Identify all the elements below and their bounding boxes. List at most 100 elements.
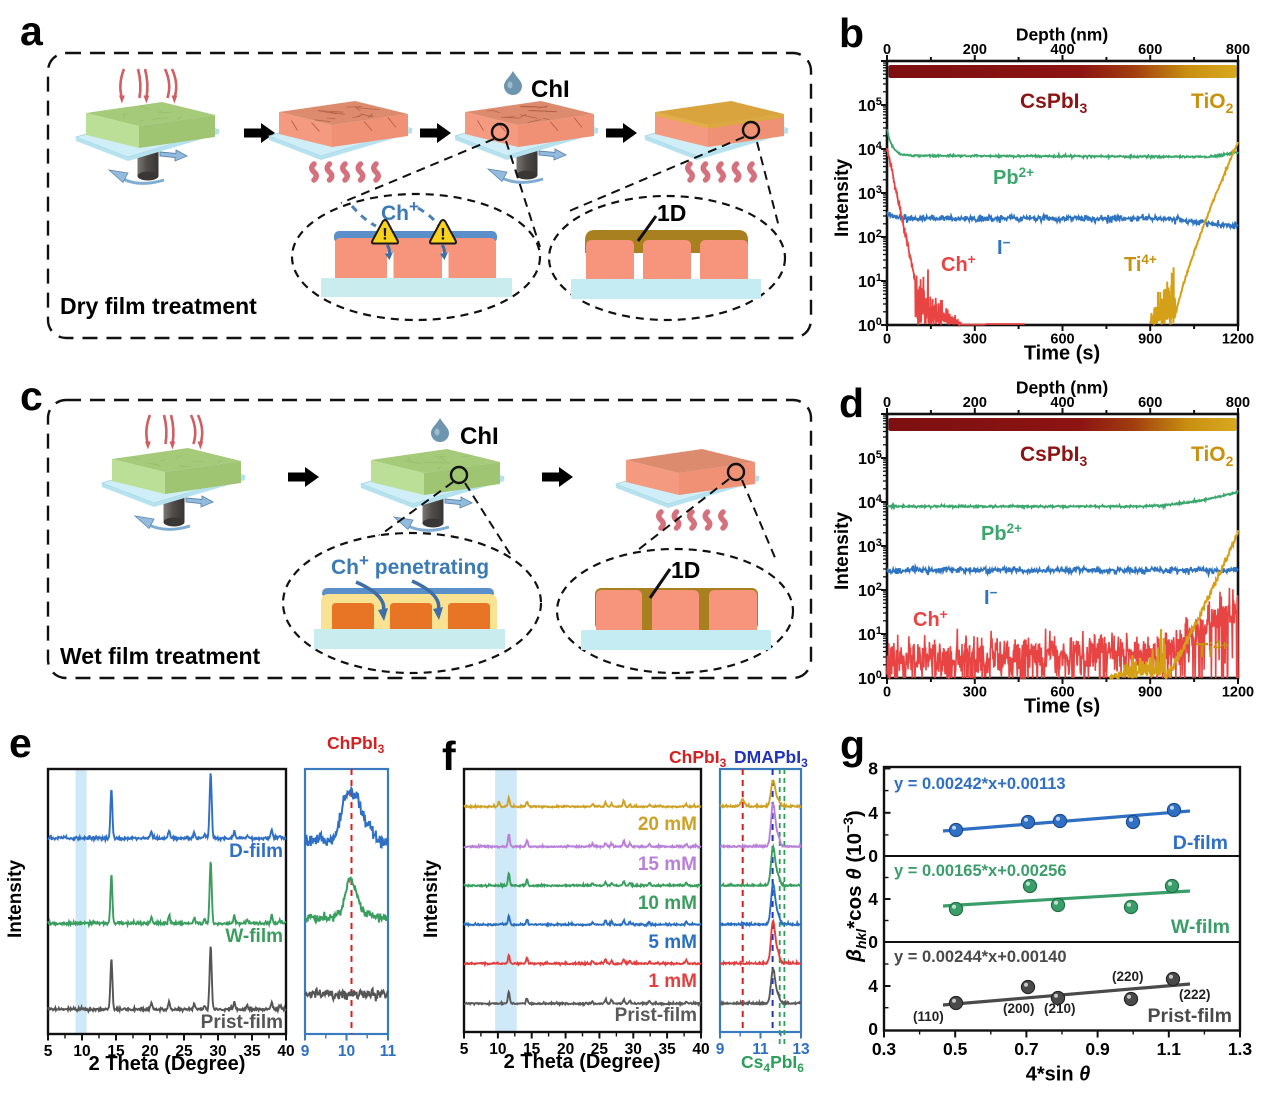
svg-text:0: 0 [868,1019,878,1039]
svg-text:1.1: 1.1 [1157,1039,1182,1059]
svg-text:104: 104 [858,493,883,512]
svg-text:Ti4+: Ti4+ [1124,252,1157,276]
svg-text:Cs4PbI6: Cs4PbI6 [741,1052,804,1075]
svg-text:Prist-film: Prist-film [615,1005,697,1026]
svg-text:g: g [840,722,865,768]
svg-text:TiO2: TiO2 [1191,90,1234,116]
svg-text:600: 600 [1050,685,1074,701]
svg-text:9: 9 [716,1041,725,1058]
svg-text:Ti4+: Ti4+ [1196,638,1229,662]
svg-text:1.3: 1.3 [1228,1039,1253,1059]
svg-text:300: 300 [963,332,987,348]
svg-text:104: 104 [858,140,883,159]
svg-text:Time (s): Time (s) [1024,343,1100,365]
svg-text:20 mM: 20 mM [638,814,697,835]
svg-text:101: 101 [858,625,882,644]
svg-text:5: 5 [44,1043,53,1060]
svg-text:Prist-film: Prist-film [201,1012,283,1033]
svg-text:0: 0 [868,846,878,866]
svg-text:10: 10 [338,1043,355,1060]
svg-text:10: 10 [73,1043,90,1060]
svg-text:Depth (nm): Depth (nm) [1016,378,1108,398]
svg-text:101: 101 [858,272,882,291]
svg-text:D-film: D-film [229,841,283,862]
svg-text:TiO2: TiO2 [1191,443,1234,469]
svg-text:a: a [20,8,44,54]
svg-text:900: 900 [1138,685,1162,701]
svg-text:(200): (200) [1003,1001,1035,1016]
svg-text:CsPbI3: CsPbI3 [1020,90,1088,116]
svg-text:(210): (210) [1044,1001,1076,1016]
svg-text:Depth (nm): Depth (nm) [1016,25,1108,45]
svg-text:800: 800 [1226,42,1250,58]
svg-text:4*sin θ: 4*sin θ [1026,1064,1091,1086]
svg-text:d: d [839,380,864,426]
svg-text:Intensity: Intensity [5,860,26,938]
svg-text:Ch+: Ch+ [941,252,976,276]
svg-text:25: 25 [591,1041,609,1058]
svg-text:Pb2+: Pb2+ [993,165,1034,189]
svg-text:0: 0 [883,42,891,58]
svg-text:I−: I− [984,585,998,609]
svg-text:(110): (110) [913,1009,944,1024]
svg-text:e: e [9,720,32,766]
svg-text:30: 30 [209,1043,226,1060]
svg-text:ChPbI3: ChPbI3 [327,733,385,756]
svg-text:y = 0.00242*x+0.00113: y = 0.00242*x+0.00113 [894,775,1066,793]
svg-text:1D: 1D [671,557,700,583]
svg-text:1200: 1200 [1222,332,1254,348]
svg-text:102: 102 [858,581,882,600]
svg-text:5: 5 [460,1041,469,1058]
svg-text:103: 103 [858,184,882,203]
svg-text:ChPbI3: ChPbI3 [669,747,727,770]
svg-text:40: 40 [692,1041,709,1058]
svg-text:Ch+: Ch+ [913,607,948,631]
svg-text:11: 11 [380,1043,397,1060]
svg-text:103: 103 [858,537,882,556]
svg-text:600: 600 [1138,395,1162,411]
svg-text:105: 105 [858,96,882,115]
svg-text:ChI: ChI [531,76,570,103]
svg-text:Ch+ penetrating: Ch+ penetrating [331,551,489,579]
svg-text:f: f [442,733,456,779]
svg-text:0: 0 [883,332,891,348]
svg-text:900: 900 [1138,332,1162,348]
svg-text:W-film: W-film [225,926,283,947]
svg-text:102: 102 [858,228,882,247]
svg-text:40: 40 [277,1043,294,1060]
svg-text:4: 4 [868,889,878,909]
svg-text:Dry film treatment: Dry film treatment [60,293,257,319]
svg-text:10 mM: 10 mM [638,893,697,914]
svg-text:11: 11 [752,1041,769,1058]
svg-text:Intensity: Intensity [832,159,853,237]
svg-text:Prist-film: Prist-film [1147,1005,1232,1027]
svg-text:Time (s): Time (s) [1024,696,1100,718]
svg-text:1200: 1200 [1222,685,1254,701]
svg-text:4: 4 [868,803,878,823]
svg-text:(222): (222) [1179,987,1211,1002]
svg-text:0.3: 0.3 [872,1039,897,1059]
svg-text:c: c [20,373,43,419]
svg-text:30: 30 [625,1041,642,1058]
svg-text:Intensity: Intensity [421,860,442,938]
svg-text:0: 0 [883,395,891,411]
svg-text:0.7: 0.7 [1014,1039,1038,1059]
svg-text:15: 15 [523,1041,541,1058]
svg-text:600: 600 [1050,332,1074,348]
svg-text:400: 400 [1050,42,1074,58]
svg-text:300: 300 [963,685,987,701]
svg-text:20: 20 [557,1041,574,1058]
svg-text:DMAPbI3: DMAPbI3 [734,747,808,770]
svg-text:I−: I− [997,235,1011,259]
svg-text:9: 9 [301,1043,310,1060]
svg-text:0: 0 [868,932,878,952]
svg-text:βhkl*cos θ (10−3): βhkl*cos θ (10−3) [840,810,869,963]
svg-text:!: ! [382,225,388,244]
svg-text:2 Theta (Degree): 2 Theta (Degree) [89,1053,246,1075]
svg-text:y = 0.00165*x+0.00256: y = 0.00165*x+0.00256 [894,862,1067,880]
svg-text:W-film: W-film [1171,916,1230,938]
svg-text:0.9: 0.9 [1085,1039,1110,1059]
svg-text:600: 600 [1138,42,1162,58]
svg-text:13: 13 [792,1041,810,1058]
svg-text:10: 10 [489,1041,506,1058]
